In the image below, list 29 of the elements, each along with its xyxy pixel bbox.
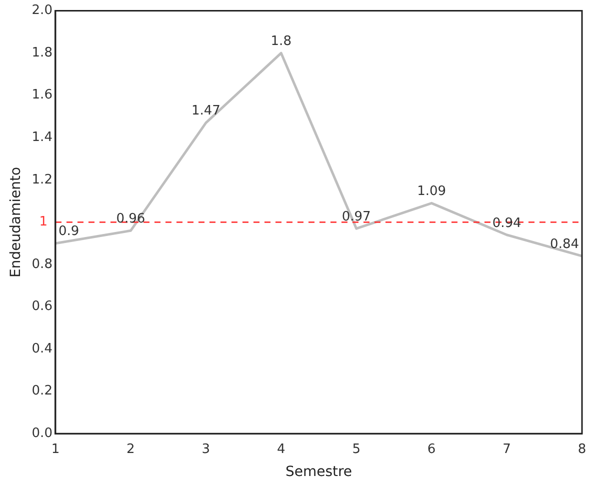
x-tick-label: 4 [276, 442, 286, 457]
y-tick-label: 1.8 [32, 45, 52, 60]
y-tick-label: 0.4 [32, 341, 52, 356]
ref-line-label: 1 [39, 214, 48, 230]
y-tick-label: 1.2 [32, 172, 52, 188]
x-tick-label: 6 [427, 442, 436, 457]
y-tick-label: 2.0 [32, 3, 52, 18]
x-tick-label: 2 [126, 442, 135, 457]
y-tick-label: 1.6 [32, 88, 52, 103]
y-tick-label: 1.4 [32, 130, 52, 146]
data-label: 0.84 [550, 236, 580, 252]
data-label: 1.47 [191, 104, 220, 119]
y-tick-label: 0.0 [32, 426, 52, 441]
x-axis-title: Semestre [285, 464, 352, 480]
y-tick-label: 0.8 [32, 256, 52, 272]
data-label: 0.97 [342, 209, 371, 224]
x-tick-label: 8 [578, 442, 586, 457]
y-axis-title: Endeudamiento [8, 166, 24, 278]
y-tick-label: 0.2 [32, 384, 52, 399]
data-label: 1.8 [270, 34, 292, 49]
x-tick-label: 1 [51, 442, 60, 457]
x-tick-label: 3 [202, 442, 210, 457]
x-tick-label: 7 [502, 442, 511, 457]
data-label: 0.94 [492, 216, 522, 231]
x-tick-label: 5 [352, 442, 360, 457]
data-label: 0.96 [116, 212, 146, 227]
data-label: 0.9 [58, 224, 80, 240]
y-tick-label: 0.6 [32, 299, 52, 314]
data-label: 1.09 [417, 184, 446, 200]
